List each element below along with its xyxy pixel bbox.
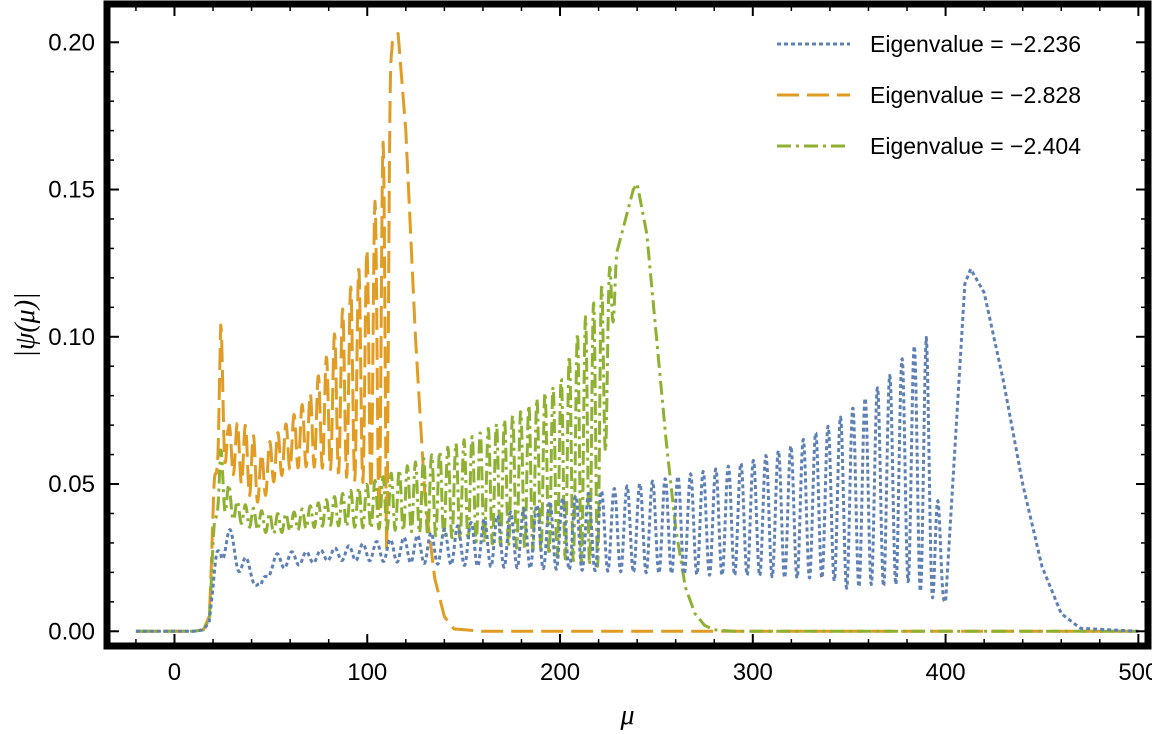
x-tick-label: 400 — [926, 659, 966, 686]
y-axis-label: |ψ(μ)| — [10, 292, 41, 358]
y-tick-label: 0.15 — [48, 177, 95, 204]
x-tick-label: 100 — [347, 659, 387, 686]
ticks-layer: 0 100 200 300 400 500 0.00 0.05 0.10 0.15 0.20 — [48, 4, 1152, 686]
y-tick-label: 0.00 — [48, 618, 95, 645]
x-tick-label: 200 — [540, 659, 580, 686]
legend-label-3: Eigenvalue = −2.404 — [870, 133, 1081, 159]
x-tick-label: 500 — [1118, 659, 1152, 686]
series-line-1 — [134, 267, 1140, 633]
y-tick-label: 0.10 — [48, 324, 95, 351]
x-tick-label: 0 — [168, 659, 181, 686]
plot-area — [103, 0, 1152, 650]
legend-label-1: Eigenvalue = −2.236 — [870, 31, 1081, 57]
x-tick-label: 300 — [733, 659, 773, 686]
x-axis-label: μ — [619, 700, 634, 731]
series-line-3 — [134, 182, 1140, 633]
legend-label-2: Eigenvalue = −2.828 — [870, 82, 1081, 108]
legend: Eigenvalue = −2.236 Eigenvalue = −2.828 Ei… — [777, 31, 1081, 159]
series-layer — [134, 31, 1140, 633]
y-tick-label: 0.05 — [48, 471, 95, 498]
y-tick-label: 0.20 — [48, 29, 95, 56]
